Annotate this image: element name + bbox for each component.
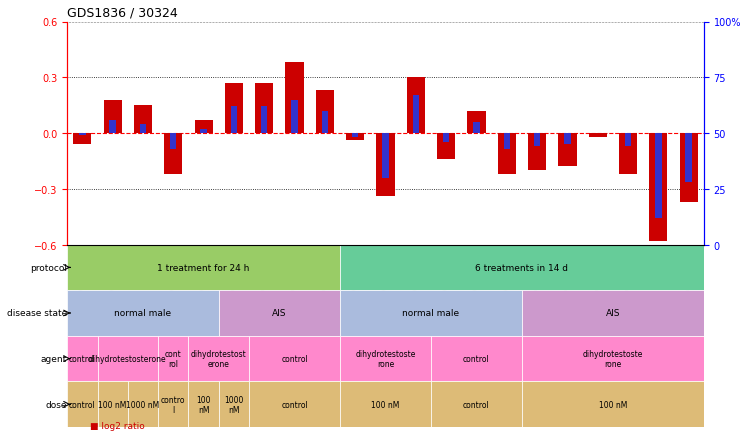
Text: 1000 nM: 1000 nM: [126, 400, 159, 409]
FancyBboxPatch shape: [522, 336, 704, 381]
Text: cont
rol: cont rol: [165, 349, 182, 368]
Text: control: control: [69, 400, 96, 409]
Bar: [534, 134, 540, 147]
FancyBboxPatch shape: [340, 336, 431, 381]
Bar: [255, 84, 273, 134]
FancyBboxPatch shape: [249, 381, 340, 427]
Text: disease state: disease state: [7, 309, 67, 318]
Text: normal male: normal male: [114, 309, 171, 318]
Text: control: control: [463, 354, 490, 363]
Text: AIS: AIS: [272, 309, 286, 318]
Bar: [109, 120, 116, 134]
Bar: [407, 78, 425, 134]
Bar: [589, 134, 607, 138]
Bar: [437, 134, 456, 160]
FancyBboxPatch shape: [249, 336, 340, 381]
Bar: [286, 63, 304, 134]
Bar: [680, 134, 698, 202]
Text: 6 treatments in 14 d: 6 treatments in 14 d: [476, 263, 568, 272]
Text: 1000
nM: 1000 nM: [224, 395, 244, 414]
Bar: [685, 134, 692, 183]
Bar: [322, 112, 328, 134]
Bar: [194, 121, 212, 134]
Bar: [225, 84, 243, 134]
FancyBboxPatch shape: [97, 336, 158, 381]
Bar: [382, 134, 389, 178]
FancyBboxPatch shape: [67, 245, 340, 290]
Text: ■ log2 ratio: ■ log2 ratio: [90, 421, 144, 430]
Text: 100 nM: 100 nM: [99, 400, 127, 409]
Text: 100 nM: 100 nM: [371, 400, 399, 409]
Text: control: control: [281, 400, 308, 409]
FancyBboxPatch shape: [340, 245, 704, 290]
FancyBboxPatch shape: [340, 290, 522, 336]
Bar: [473, 122, 479, 134]
Bar: [79, 134, 85, 136]
Text: contro
l: contro l: [161, 395, 186, 414]
Bar: [346, 134, 364, 141]
FancyBboxPatch shape: [522, 381, 704, 427]
Bar: [292, 100, 298, 134]
Text: control: control: [463, 400, 490, 409]
FancyBboxPatch shape: [67, 336, 97, 381]
Bar: [165, 134, 183, 174]
Text: dihydrotestoste
rone: dihydrotestoste rone: [583, 349, 643, 368]
FancyBboxPatch shape: [431, 381, 522, 427]
Text: 100
nM: 100 nM: [197, 395, 211, 414]
FancyBboxPatch shape: [97, 381, 128, 427]
FancyBboxPatch shape: [158, 381, 188, 427]
Bar: [230, 107, 237, 134]
Text: dose: dose: [46, 400, 67, 409]
Bar: [528, 134, 546, 171]
Bar: [352, 134, 358, 138]
Bar: [497, 134, 516, 174]
Text: control: control: [69, 354, 96, 363]
FancyBboxPatch shape: [158, 336, 188, 381]
Bar: [655, 134, 661, 218]
FancyBboxPatch shape: [431, 336, 522, 381]
Text: agent: agent: [41, 354, 67, 363]
Bar: [503, 134, 510, 149]
FancyBboxPatch shape: [67, 381, 97, 427]
Text: normal male: normal male: [402, 309, 459, 318]
Text: dihydrotestoste
rone: dihydrotestoste rone: [355, 349, 416, 368]
Bar: [170, 134, 177, 149]
FancyBboxPatch shape: [218, 290, 340, 336]
Bar: [413, 96, 419, 134]
FancyBboxPatch shape: [218, 381, 249, 427]
FancyBboxPatch shape: [67, 290, 218, 336]
Bar: [468, 112, 485, 134]
Text: dihydrotestosterone: dihydrotestosterone: [89, 354, 167, 363]
Bar: [443, 134, 450, 143]
Text: dihydrotestost
erone: dihydrotestost erone: [191, 349, 247, 368]
Bar: [649, 134, 667, 241]
Text: control: control: [281, 354, 308, 363]
Text: 100 nM: 100 nM: [598, 400, 627, 409]
Bar: [564, 134, 571, 145]
Text: 1 treatment for 24 h: 1 treatment for 24 h: [157, 263, 250, 272]
Bar: [619, 134, 637, 174]
Text: GDS1836 / 30324: GDS1836 / 30324: [67, 7, 178, 20]
Bar: [625, 134, 631, 147]
FancyBboxPatch shape: [340, 381, 431, 427]
Bar: [73, 134, 91, 145]
Bar: [140, 125, 146, 134]
Bar: [261, 107, 268, 134]
Bar: [200, 129, 206, 134]
FancyBboxPatch shape: [188, 381, 218, 427]
Bar: [103, 100, 122, 134]
Bar: [316, 91, 334, 134]
Bar: [558, 134, 577, 167]
FancyBboxPatch shape: [128, 381, 158, 427]
FancyBboxPatch shape: [522, 290, 704, 336]
Bar: [376, 134, 395, 197]
FancyBboxPatch shape: [188, 336, 249, 381]
Text: protocol: protocol: [30, 263, 67, 272]
Bar: [134, 106, 152, 134]
Text: AIS: AIS: [606, 309, 620, 318]
